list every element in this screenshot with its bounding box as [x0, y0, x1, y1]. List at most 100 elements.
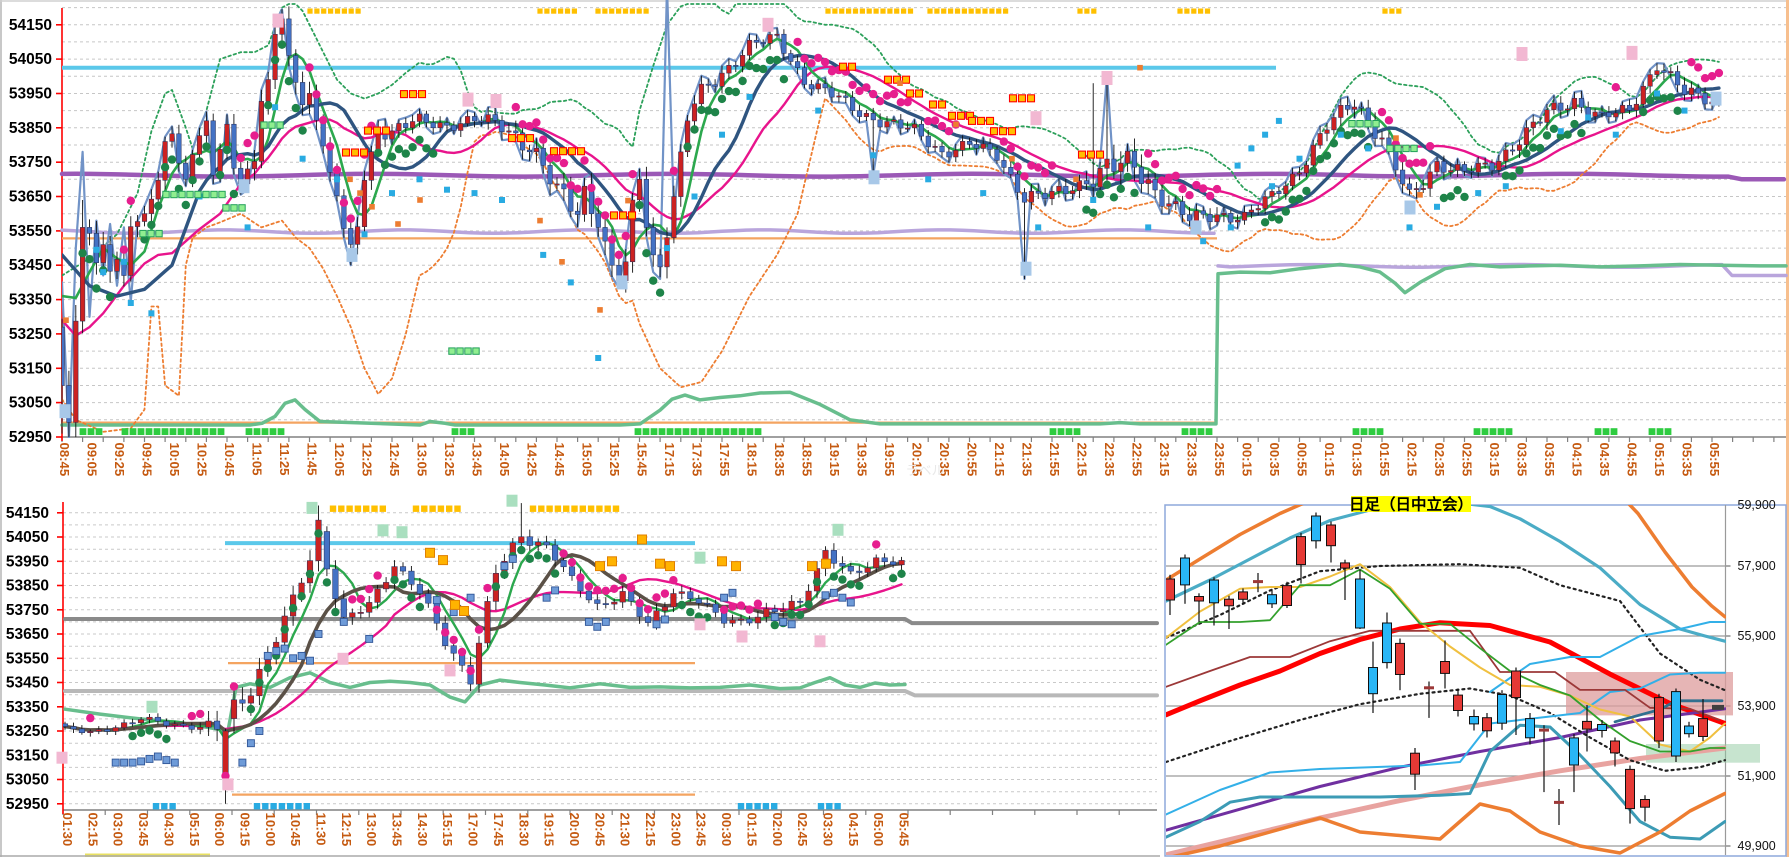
- svg-text:05:55: 05:55: [1707, 443, 1722, 477]
- svg-text:21:35: 21:35: [1020, 443, 1035, 477]
- svg-text:54050: 54050: [6, 529, 49, 546]
- svg-text:53450: 53450: [6, 675, 49, 692]
- svg-text:04:55: 04:55: [1625, 443, 1640, 477]
- svg-text:21:55: 21:55: [1047, 443, 1062, 477]
- svg-text:51,900: 51,900: [1738, 769, 1776, 783]
- svg-text:23:00: 23:00: [668, 813, 683, 847]
- svg-text:17:45: 17:45: [491, 813, 506, 847]
- svg-text:05:45: 05:45: [897, 813, 912, 847]
- svg-text:59,900: 59,900: [1738, 498, 1776, 512]
- svg-text:05:15: 05:15: [1652, 443, 1667, 477]
- svg-text:23:55: 23:55: [1212, 443, 1227, 477]
- svg-text:10:45: 10:45: [288, 813, 303, 847]
- svg-text:00:30: 00:30: [719, 813, 734, 847]
- svg-text:20:35: 20:35: [937, 443, 952, 477]
- svg-text:17:15: 17:15: [662, 443, 677, 477]
- svg-text:03:00: 03:00: [111, 813, 126, 847]
- svg-text:03:35: 03:35: [1515, 443, 1530, 477]
- svg-text:09:05: 09:05: [85, 443, 100, 477]
- svg-text:04:30: 04:30: [161, 813, 176, 847]
- svg-text:04:35: 04:35: [1597, 443, 1612, 477]
- svg-text:10:00: 10:00: [263, 813, 278, 847]
- svg-text:03:45: 03:45: [136, 813, 151, 847]
- svg-text:17:35: 17:35: [690, 443, 705, 477]
- svg-text:03:15: 03:15: [1487, 443, 1502, 477]
- svg-text:54150: 54150: [6, 505, 49, 522]
- svg-text:53750: 53750: [6, 602, 49, 619]
- svg-text:12:25: 12:25: [360, 443, 375, 477]
- svg-text:03:55: 03:55: [1542, 443, 1557, 477]
- svg-text:53,900: 53,900: [1738, 699, 1776, 713]
- svg-text:11:25: 11:25: [277, 443, 292, 476]
- svg-text:02:45: 02:45: [795, 813, 810, 847]
- svg-text:14:05: 14:05: [497, 443, 512, 477]
- svg-text:49,900: 49,900: [1738, 839, 1776, 853]
- svg-text:19:15: 19:15: [542, 813, 557, 847]
- svg-text:22:15: 22:15: [643, 813, 658, 847]
- svg-text:12:05: 12:05: [332, 443, 347, 477]
- svg-text:57,900: 57,900: [1738, 559, 1776, 573]
- svg-text:53850: 53850: [6, 578, 49, 595]
- svg-text:22:55: 22:55: [1130, 443, 1145, 477]
- svg-text:53450: 53450: [9, 257, 52, 274]
- svg-text:00:15: 00:15: [1240, 443, 1255, 477]
- svg-text:15:45: 15:45: [635, 443, 650, 477]
- svg-text:52950: 52950: [9, 429, 52, 446]
- svg-text:53350: 53350: [9, 292, 52, 309]
- svg-text:01:30: 01:30: [60, 813, 75, 847]
- svg-text:01:15: 01:15: [744, 813, 759, 847]
- svg-text:11:05: 11:05: [250, 443, 265, 476]
- svg-text:04:15: 04:15: [1570, 443, 1585, 477]
- svg-text:53150: 53150: [6, 747, 49, 764]
- svg-text:02:15: 02:15: [1405, 443, 1420, 477]
- svg-text:53950: 53950: [9, 86, 52, 103]
- svg-text:09:15: 09:15: [237, 813, 252, 847]
- svg-text:53850: 53850: [9, 120, 52, 137]
- svg-text:19:15: 19:15: [827, 443, 842, 477]
- svg-text:01:35: 01:35: [1350, 443, 1365, 477]
- svg-text:10:25: 10:25: [195, 443, 210, 477]
- svg-text:21:15: 21:15: [992, 443, 1007, 477]
- svg-text:10:05: 10:05: [167, 443, 182, 477]
- svg-text:53950: 53950: [6, 553, 49, 570]
- svg-text:15:15: 15:15: [440, 813, 455, 847]
- svg-text:06:00: 06:00: [212, 813, 227, 847]
- svg-text:02:00: 02:00: [770, 813, 785, 847]
- svg-text:23:45: 23:45: [694, 813, 709, 847]
- svg-text:23:35: 23:35: [1185, 443, 1200, 477]
- svg-text:23:15: 23:15: [1157, 443, 1172, 477]
- svg-text:00:35: 00:35: [1267, 443, 1282, 477]
- svg-text:53250: 53250: [9, 326, 52, 343]
- svg-text:13:00: 13:00: [364, 813, 379, 847]
- svg-text:18:55: 18:55: [800, 443, 815, 477]
- svg-text:01:55: 01:55: [1377, 443, 1392, 477]
- svg-text:08:45: 08:45: [57, 443, 72, 477]
- svg-text:15:25: 15:25: [607, 443, 622, 477]
- svg-text:53750: 53750: [9, 154, 52, 171]
- svg-text:22:15: 22:15: [1075, 443, 1090, 477]
- svg-text:04:15: 04:15: [846, 813, 861, 847]
- svg-text:54050: 54050: [9, 51, 52, 68]
- svg-text:01:15: 01:15: [1322, 443, 1337, 477]
- svg-text:ラベル: ラベル: [905, 463, 944, 478]
- svg-text:53050: 53050: [9, 395, 52, 412]
- svg-text:20:45: 20:45: [592, 813, 607, 847]
- svg-text:14:30: 14:30: [415, 813, 430, 847]
- svg-text:09:45: 09:45: [140, 443, 155, 477]
- svg-text:00:55: 00:55: [1295, 443, 1310, 477]
- svg-text:53550: 53550: [6, 650, 49, 667]
- svg-text:53250: 53250: [6, 723, 49, 740]
- svg-text:09:25: 09:25: [112, 443, 127, 477]
- svg-text:53050: 53050: [6, 772, 49, 789]
- svg-text:55,900: 55,900: [1738, 629, 1776, 643]
- svg-text:20:55: 20:55: [965, 443, 980, 477]
- svg-text:日足（日中立会）: 日足（日中立会）: [1349, 495, 1473, 514]
- svg-text:18:35: 18:35: [772, 443, 787, 477]
- svg-text:19:35: 19:35: [855, 443, 870, 477]
- svg-text:22:35: 22:35: [1102, 443, 1117, 477]
- svg-text:13:25: 13:25: [442, 443, 457, 477]
- svg-text:54150: 54150: [9, 17, 52, 34]
- svg-text:18:15: 18:15: [745, 443, 760, 477]
- svg-text:18:30: 18:30: [516, 813, 531, 847]
- svg-text:17:00: 17:00: [466, 813, 481, 847]
